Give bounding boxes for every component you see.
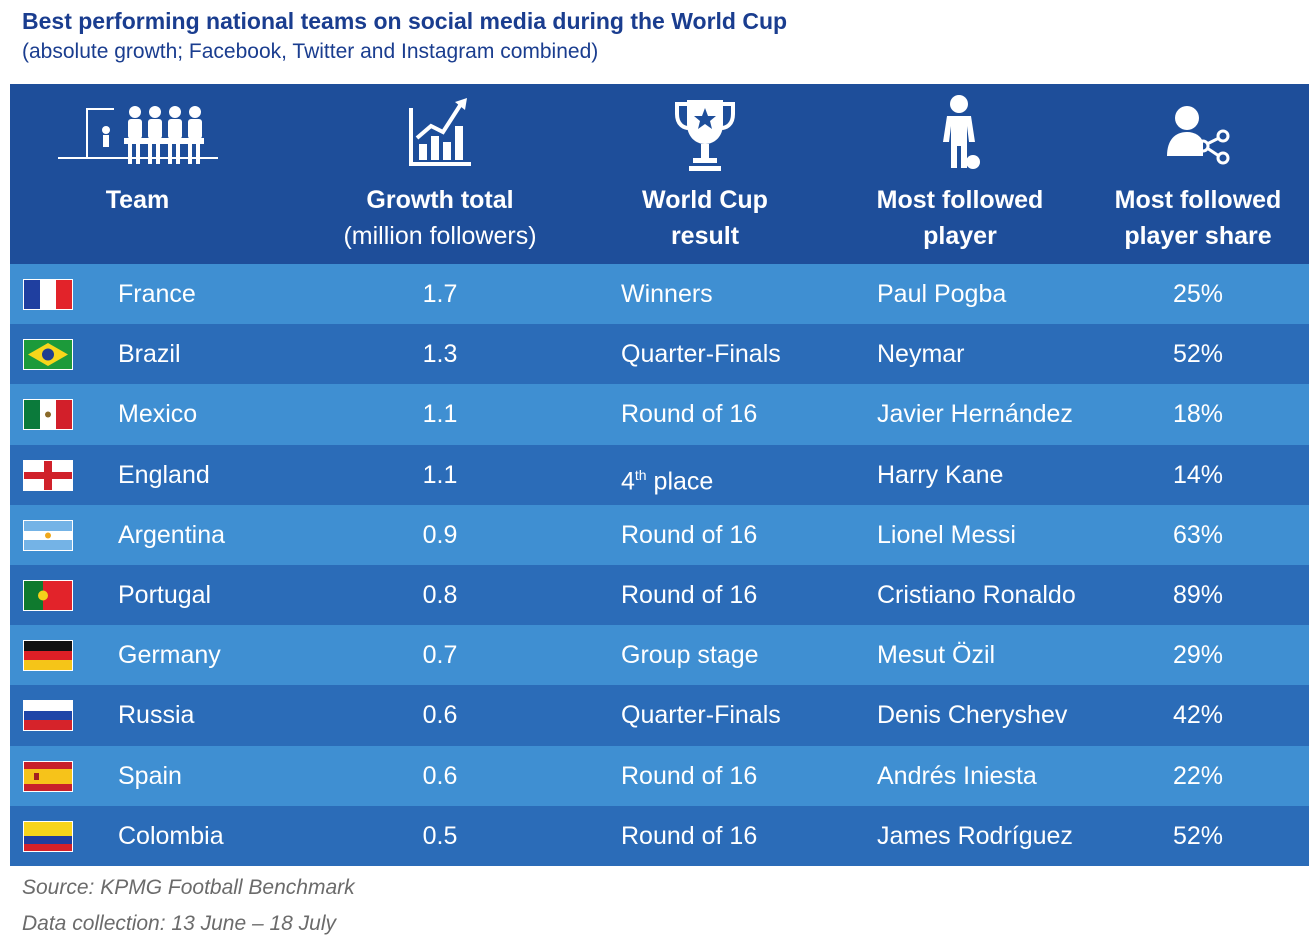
chart-title: Best performing national teams on social… (22, 8, 788, 34)
collection-note: Data collection: 13 June – 18 July (22, 912, 337, 935)
column-share: Most followed player share (1088, 84, 1308, 264)
team-name: Colombia (118, 821, 224, 850)
player-share: 63% (1172, 520, 1224, 549)
portugal-flag (23, 579, 73, 611)
column-player-label-2: player (923, 222, 997, 250)
most-followed-player: Harry Kane (877, 460, 1004, 489)
column-share-label-2: player share (1124, 222, 1272, 250)
table-row: France 1.7 Winners Paul Pogba 25% (10, 264, 1309, 325)
russia-flag (23, 700, 73, 732)
most-followed-player: Andrés Iniesta (877, 761, 1037, 790)
france-flag (23, 279, 73, 310)
team-icon (57, 106, 218, 164)
share-icon (1167, 106, 1230, 165)
world-cup-result: Group stage (621, 641, 759, 670)
growth-value: 0.7 (422, 641, 458, 670)
player-share: 52% (1172, 821, 1224, 850)
player-share: 22% (1172, 761, 1224, 790)
table-row: Portugal 0.8 Round of 16 Cristiano Ronaldo 8… (10, 564, 1309, 626)
world-cup-result: Round of 16 (621, 520, 758, 549)
growth-value: 1.1 (422, 460, 458, 489)
column-result: World Cup result (585, 84, 825, 264)
team-name: France (118, 280, 196, 308)
england-flag (23, 459, 73, 491)
player-share: 18% (1172, 400, 1224, 429)
player-share: 52% (1172, 340, 1224, 369)
world-cup-result: 4th place (621, 466, 714, 495)
most-followed-player: Paul Pogba (877, 280, 1007, 308)
most-followed-player: Neymar (877, 340, 965, 369)
player-share: 25% (1172, 280, 1224, 308)
growth-value: 0.8 (422, 580, 458, 609)
world-cup-result: Round of 16 (621, 761, 758, 790)
table-row: Russia 0.6 Quarter-Finals Denis Cheryshev 42… (10, 685, 1309, 746)
table-row: Germany 0.7 Group stage Mesut Özil 29% (10, 625, 1309, 686)
most-followed-player: Cristiano Ronaldo (877, 580, 1076, 609)
world-cup-result: Round of 16 (621, 400, 758, 429)
table-row: England 1.1 4th place Harry Kane 14% (10, 444, 1309, 505)
teams-table: Team Growth total (million followers) (10, 84, 1309, 866)
most-followed-player: Mesut Özil (877, 641, 996, 670)
player-share: 14% (1172, 460, 1224, 489)
table-row: Colombia 0.5 Round of 16 James Rodríguez 52% (10, 805, 1309, 866)
world-cup-result: Quarter-Finals (621, 701, 781, 730)
player-share: 42% (1172, 701, 1224, 730)
growth-value: 0.6 (422, 701, 458, 730)
column-result-label-2: result (670, 222, 740, 250)
table-body: France 1.7 Winners Paul Pogba 25% Brazil 1.3 Qu… (10, 264, 1309, 866)
brazil-flag (23, 339, 73, 371)
colombia-flag (23, 820, 73, 852)
column-team: Team (10, 84, 265, 264)
team-name: Spain (118, 761, 182, 790)
spain-flag (23, 760, 73, 792)
team-name: Russia (118, 701, 195, 730)
column-team-label: Team (105, 186, 170, 214)
chart-subtitle: (absolute growth; Facebook, Twitter and … (22, 40, 599, 63)
table-row: Mexico 1.1 Round of 16 Javier Hernández 18% (10, 384, 1309, 445)
column-player-label-1: Most followed (876, 186, 1044, 214)
trophy-icon (675, 100, 735, 171)
most-followed-player: Denis Cheryshev (877, 701, 1068, 730)
team-name: Argentina (118, 520, 226, 549)
column-growth-unit: (million followers) (343, 222, 537, 250)
growth-value: 1.1 (422, 400, 458, 429)
most-followed-player: Lionel Messi (877, 520, 1016, 549)
germany-flag (23, 640, 73, 672)
table-row: Brazil 1.3 Quarter-Finals Neymar 52% (10, 324, 1309, 385)
team-name: Brazil (118, 340, 181, 369)
most-followed-player: James Rodríguez (877, 821, 1073, 850)
team-name: Mexico (118, 400, 198, 429)
growth-chart-icon (409, 98, 471, 166)
column-growth: Growth total (million followers) (310, 84, 570, 264)
player-icon (943, 95, 980, 169)
source-note: Source: KPMG Football Benchmark (22, 876, 355, 899)
team-name: Portugal (118, 580, 212, 609)
column-result-label-1: World Cup (642, 186, 768, 214)
world-cup-result: Quarter-Finals (621, 340, 781, 369)
team-name: Germany (118, 641, 221, 670)
growth-value: 0.6 (422, 761, 458, 790)
column-player: Most followed player (840, 84, 1080, 264)
growth-value: 1.7 (422, 280, 458, 308)
table-header: Team Growth total (million followers) (10, 84, 1309, 264)
world-cup-result: Winners (621, 280, 713, 308)
argentina-flag (23, 519, 73, 551)
team-name: England (118, 460, 210, 489)
column-share-label-1: Most followed (1114, 186, 1282, 214)
table-row: Argentina 0.9 Round of 16 Lionel Messi 63% (10, 504, 1309, 565)
world-cup-result: Round of 16 (621, 580, 758, 609)
mexico-flag (23, 399, 73, 431)
player-share: 89% (1172, 580, 1224, 609)
growth-value: 1.3 (422, 340, 458, 369)
growth-value: 0.9 (422, 520, 458, 549)
column-growth-label: Growth total (366, 186, 514, 214)
world-cup-result: Round of 16 (621, 821, 758, 850)
most-followed-player: Javier Hernández (877, 400, 1073, 429)
table-row: Spain 0.6 Round of 16 Andrés Iniesta 22% (10, 745, 1309, 806)
player-share: 29% (1172, 641, 1224, 670)
growth-value: 0.5 (422, 821, 458, 850)
